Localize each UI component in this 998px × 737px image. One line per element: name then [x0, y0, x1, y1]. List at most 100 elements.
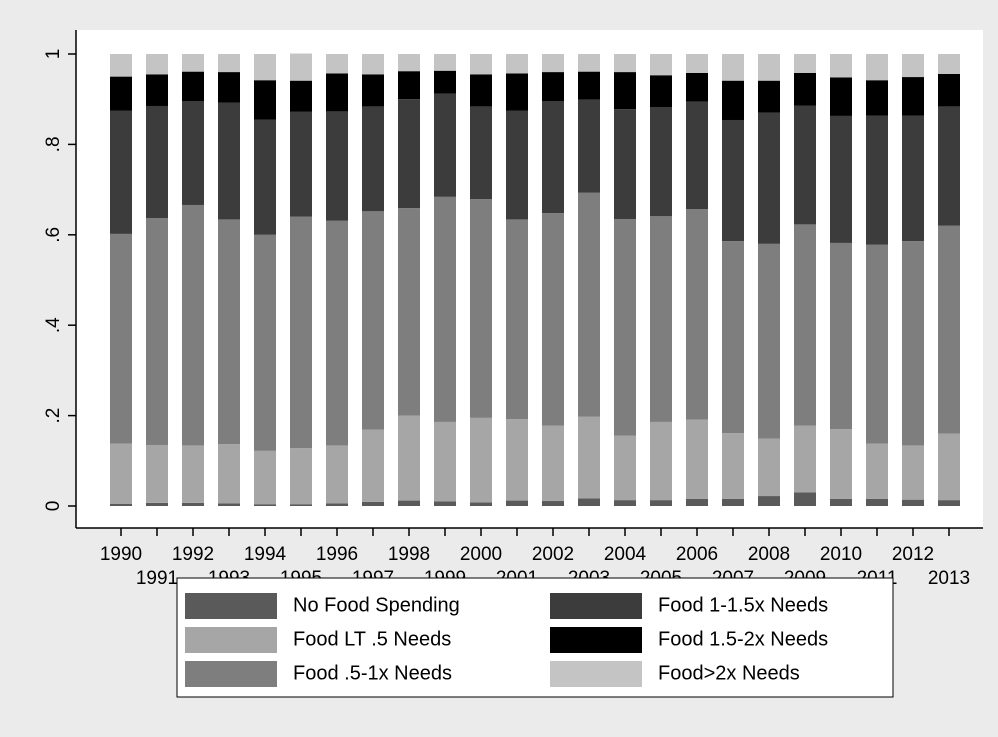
x-tick-label: 2012	[892, 544, 934, 565]
legend-label: Food 1.5-2x Needs	[658, 628, 828, 650]
legend-swatch	[550, 593, 642, 619]
bar-segment-2011-s3	[866, 115, 888, 245]
bar-segment-2009-s0	[794, 492, 816, 506]
bar-segment-2013-s1	[938, 433, 960, 501]
bar-segment-1996-s0	[326, 503, 348, 506]
bar-segment-1993-s3	[218, 102, 240, 220]
bar-segment-2006-s3	[686, 101, 708, 210]
bar-segment-1990-s3	[110, 110, 132, 234]
bar-segment-1999-s2	[434, 196, 456, 422]
legend-swatch	[185, 627, 277, 653]
bar-segment-2010-s4	[830, 77, 852, 116]
x-tick-label: 2002	[532, 544, 574, 565]
bar-segment-1996-s2	[326, 220, 348, 446]
bar-segment-1996-s5	[326, 54, 348, 74]
x-tick-label: 2000	[460, 544, 502, 565]
bar-segment-2005-s5	[650, 54, 672, 76]
bar-segment-1993-s0	[218, 503, 240, 506]
x-tick-label: 1996	[316, 544, 358, 565]
bar-segment-2000-s0	[470, 502, 492, 506]
bar-segment-2013-s0	[938, 500, 960, 506]
bar-segment-2008-s2	[758, 243, 780, 439]
x-tick-label: 1994	[244, 544, 287, 565]
bar-segment-2000-s5	[470, 54, 492, 75]
legend: No Food Spending Food LT .5 Needs Food .5-…	[176, 577, 894, 698]
x-tick-label: 1991	[136, 568, 178, 589]
bar-segment-2004-s4	[614, 72, 636, 110]
bar-segment-2012-s4	[902, 77, 924, 116]
bar-segment-1991-s2	[146, 218, 168, 445]
bar-segment-2013-s4	[938, 73, 960, 107]
bar-segment-2012-s5	[902, 54, 924, 78]
bar-segment-1994-s4	[254, 80, 276, 120]
bar-segment-2012-s1	[902, 445, 924, 500]
bar-segment-2003-s4	[578, 71, 600, 100]
bar-segment-2010-s0	[830, 498, 852, 506]
bar-segment-2003-s0	[578, 498, 600, 506]
bar-segment-2006-s0	[686, 498, 708, 506]
bar-segment-2003-s5	[578, 54, 600, 72]
bar-segment-1995-s4	[290, 80, 312, 112]
legend-label: Food LT .5 Needs	[293, 628, 451, 650]
legend-label: Food .5-1x Needs	[293, 662, 452, 684]
bar-segment-1998-s2	[398, 208, 420, 416]
bar-segment-1996-s1	[326, 445, 348, 504]
bar-segment-2010-s3	[830, 115, 852, 243]
bar-segment-1999-s4	[434, 70, 456, 94]
bar-segment-2007-s2	[722, 241, 744, 434]
bar-segment-2007-s0	[722, 498, 744, 506]
bar-segment-2013-s5	[938, 54, 960, 74]
legend-swatch	[185, 593, 277, 619]
bar-segment-1997-s3	[362, 106, 384, 212]
bar-segment-1997-s4	[362, 74, 384, 107]
bar-segment-1991-s1	[146, 444, 168, 503]
bar-segment-1997-s1	[362, 429, 384, 502]
bar-segment-1999-s0	[434, 501, 456, 506]
bar-segment-2005-s2	[650, 216, 672, 422]
bar-segment-1993-s5	[218, 54, 240, 73]
bar-segment-1992-s2	[182, 204, 204, 446]
bar-segment-2011-s0	[866, 498, 888, 506]
bar-segment-2011-s5	[866, 54, 888, 81]
bar-segment-1998-s5	[398, 54, 420, 72]
bar-segment-2012-s0	[902, 499, 924, 506]
x-tick-label: 1992	[172, 544, 214, 565]
bar-segment-2001-s0	[506, 500, 528, 506]
bar-segment-2004-s1	[614, 435, 636, 501]
bar-segment-2006-s2	[686, 209, 708, 420]
bar-segment-2001-s2	[506, 219, 528, 420]
bar-segment-1991-s0	[146, 502, 168, 506]
bar-segment-2013-s2	[938, 225, 960, 434]
bar-segment-1995-s1	[290, 448, 312, 505]
bar-segment-1994-s5	[254, 54, 276, 81]
bar-segment-1992-s3	[182, 101, 204, 205]
bar-segment-2005-s1	[650, 421, 672, 501]
bar-segment-2013-s3	[938, 106, 960, 226]
bar-segment-1993-s2	[218, 219, 240, 445]
bar-segment-2005-s4	[650, 75, 672, 108]
legend-label: Food>2x Needs	[658, 662, 800, 684]
bar-segment-1990-s4	[110, 76, 132, 111]
bar-segment-2002-s0	[542, 501, 564, 506]
bar-segment-2000-s2	[470, 199, 492, 418]
bar-segment-2012-s3	[902, 115, 924, 242]
bar-segment-1992-s5	[182, 54, 204, 72]
x-tick-label: 2013	[928, 568, 970, 589]
bar-segment-1997-s5	[362, 54, 384, 75]
bar-segment-1997-s2	[362, 211, 384, 430]
bar-segment-2008-s0	[758, 496, 780, 506]
bar-segment-2011-s1	[866, 443, 888, 499]
bar-segment-2011-s2	[866, 244, 888, 444]
bar-segment-2006-s4	[686, 72, 708, 102]
bar-segment-1991-s4	[146, 74, 168, 106]
legend-box	[176, 577, 894, 698]
bar-segment-2001-s3	[506, 110, 528, 220]
bar-segment-2002-s1	[542, 425, 564, 502]
bar-segment-2008-s4	[758, 80, 780, 113]
y-tick-label: 0	[43, 501, 64, 512]
bar-segment-2002-s4	[542, 72, 564, 102]
bar-segment-2004-s0	[614, 500, 636, 506]
bar-segment-2000-s4	[470, 74, 492, 107]
